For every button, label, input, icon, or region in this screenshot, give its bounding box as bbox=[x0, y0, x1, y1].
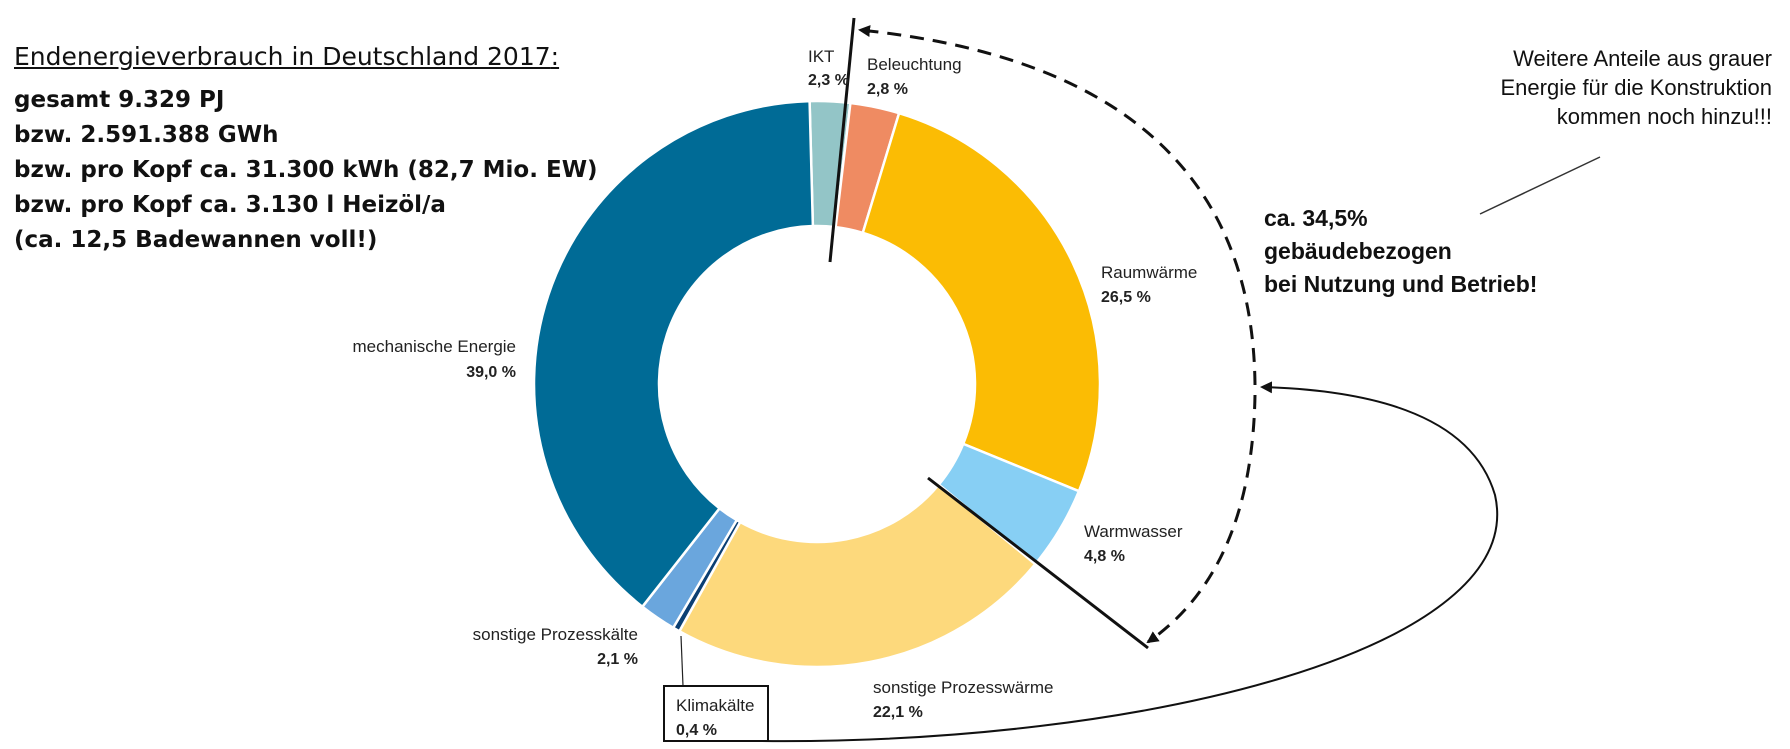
info-line-total: gesamt 9.329 PJ bbox=[14, 87, 225, 113]
donut-slices bbox=[532, 99, 1102, 669]
slice-raumwaerme bbox=[861, 111, 1102, 493]
pct-sonstige-prozesswaerme: 22,1 % bbox=[873, 704, 923, 721]
grey-energy-line-1: Weitere Anteile aus grauer bbox=[1513, 46, 1772, 71]
grey-note-pointer bbox=[1479, 156, 1601, 215]
bracket-line-top bbox=[828, 17, 856, 263]
klimakaelte-leader bbox=[680, 635, 684, 687]
label-mechanische-energie: mechanische Energie bbox=[353, 337, 516, 356]
label-beleuchtung: Beleuchtung bbox=[867, 55, 962, 74]
label-sonstige-prozesskaelte: sonstige Prozesskälte bbox=[473, 625, 638, 644]
klimakaelte-box bbox=[663, 685, 769, 742]
info-line-per-capita-oil: bzw. pro Kopf ca. 3.130 l Heizöl/a bbox=[14, 192, 446, 218]
label-klimakaelte: Klimakälte bbox=[676, 696, 754, 715]
info-line-bathtubs: (ca. 12,5 Badewannen voll!) bbox=[14, 227, 378, 253]
solid-curve-arrow bbox=[759, 381, 1499, 743]
slice-mechanische-energie bbox=[532, 99, 815, 609]
building-share-note: ca. 34,5% gebäudebezogen bei Nutzung und… bbox=[1264, 202, 1537, 301]
pct-mechanische-energie: 39,0 % bbox=[466, 364, 516, 381]
info-line-gwh: bzw. 2.591.388 GWh bbox=[14, 122, 279, 148]
pct-beleuchtung: 2,8 % bbox=[867, 81, 908, 98]
pct-ikt: 2,3 % bbox=[808, 72, 849, 89]
grey-energy-line-2: Energie für die Konstruktion bbox=[1500, 75, 1773, 100]
building-note-line-1: ca. 34,5% bbox=[1264, 205, 1368, 231]
info-title: Endenergieverbrauch in Deutschland 2017: bbox=[14, 42, 560, 71]
pct-raumwaerme: 26,5 % bbox=[1101, 289, 1151, 306]
grey-energy-note: Weitere Anteile aus grauer Energie für d… bbox=[1352, 44, 1773, 131]
info-block: Endenergieverbrauch in Deutschland 2017:… bbox=[14, 42, 598, 258]
label-sonstige-prozesswaerme: sonstige Prozesswärme bbox=[873, 678, 1053, 697]
building-note-line-3: bei Nutzung und Betrieb! bbox=[1264, 271, 1538, 297]
dashed-arrow-bottom bbox=[1146, 394, 1257, 644]
info-line-per-capita-kwh: bzw. pro Kopf ca. 31.300 kWh (82,7 Mio. … bbox=[14, 157, 598, 183]
pct-sonstige-prozesskaelte: 2,1 % bbox=[597, 651, 638, 668]
slice-sonstige-prozesswaerme bbox=[677, 482, 1038, 669]
label-raumwaerme: Raumwärme bbox=[1101, 263, 1197, 282]
grey-energy-line-3: kommen noch hinzu!!! bbox=[1556, 104, 1772, 129]
bracket-line-bottom bbox=[927, 476, 1149, 650]
dashed-arrow-top bbox=[858, 25, 1257, 386]
label-warmwasser: Warmwasser bbox=[1084, 522, 1183, 541]
pct-warmwasser: 4,8 % bbox=[1084, 548, 1125, 565]
building-note-line-2: gebäudebezogen bbox=[1264, 238, 1452, 264]
pct-klimakaelte: 0,4 % bbox=[676, 722, 717, 739]
label-ikt: IKT bbox=[808, 47, 834, 66]
